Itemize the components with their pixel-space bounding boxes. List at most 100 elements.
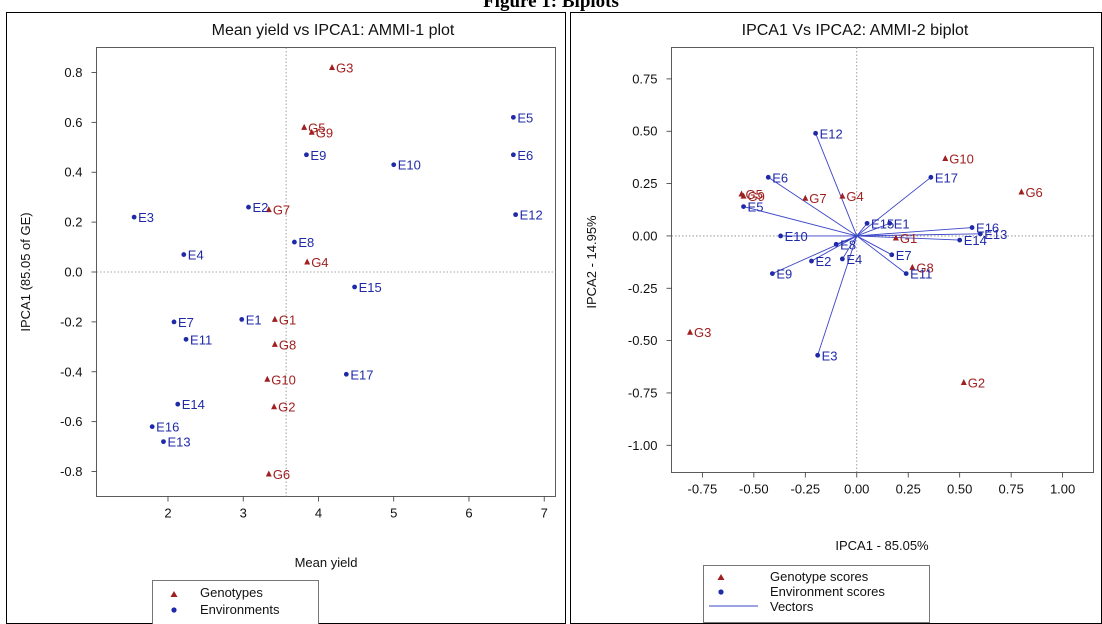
ammi2-legend-genotype-marker bbox=[717, 574, 725, 580]
ammi1-point-e7 bbox=[171, 319, 177, 325]
ammi1-point-e17 bbox=[343, 371, 349, 377]
ammi2-x-tick-label: 1.00 bbox=[1050, 482, 1075, 497]
ammi2-label-g6: G6 bbox=[1025, 185, 1042, 200]
ammi1-y-axis-label: IPCA1 (85.05 of GE) bbox=[18, 212, 33, 331]
ammi2-label-e16: E16 bbox=[976, 221, 999, 236]
ammi2-legend-box bbox=[703, 565, 930, 623]
ammi2-x-tick-label: 0.25 bbox=[896, 482, 921, 497]
ammi2-legend-genotype-scores: Genotype scores bbox=[770, 569, 869, 584]
ammi1-point-e4 bbox=[181, 252, 187, 257]
ammi2-x-tick-label: 0.50 bbox=[947, 482, 972, 497]
ammi2-point-e11 bbox=[903, 271, 909, 277]
ammi1-point-g5 bbox=[301, 123, 308, 130]
ammi1-label-g10: G10 bbox=[271, 372, 296, 387]
ammi1-label-e11: E11 bbox=[190, 332, 212, 347]
ammi2-vector-e4 bbox=[841, 235, 858, 260]
ammi1-y-tick-label: 0.6 bbox=[64, 115, 82, 130]
ammi2-y-tick-label: -0.75 bbox=[628, 385, 658, 400]
ammi1-label-g6: G6 bbox=[273, 467, 290, 482]
ammi2-vector-e11 bbox=[856, 235, 907, 274]
ammi2-point-e2 bbox=[809, 258, 814, 264]
ammi1-title: Mean yield vs IPCA1: AMMI-1 plot bbox=[212, 22, 455, 39]
ammi2-label-e14: E14 bbox=[964, 233, 987, 248]
ammi1-point-e9 bbox=[304, 152, 309, 158]
ammi2-point-g4 bbox=[839, 192, 846, 199]
ammi2-label-e15: E15 bbox=[871, 216, 894, 231]
ammi1-label-e14: E14 bbox=[182, 397, 205, 412]
ammi2-point-g9 bbox=[740, 192, 747, 199]
ammi2-label-e7: E7 bbox=[896, 248, 912, 263]
figure-title: Figure 1: Biplots bbox=[483, 0, 619, 12]
ammi1-point-e8 bbox=[291, 239, 297, 245]
ammi2-y-tick-label: 0.50 bbox=[632, 124, 657, 139]
ammi2-point-e16 bbox=[969, 225, 975, 230]
ammi2-vector-e7 bbox=[856, 235, 892, 256]
ammi2-point-g3 bbox=[687, 328, 694, 335]
ammi1-label-e17: E17 bbox=[350, 367, 373, 382]
ammi1-label-e1: E1 bbox=[246, 312, 262, 327]
ammi2-point-e10 bbox=[778, 233, 784, 239]
ammi2-vector-e9 bbox=[772, 235, 857, 275]
ammi2-x-tick-label: -0.50 bbox=[739, 482, 769, 497]
ammi2-y-tick-label: 0.25 bbox=[632, 176, 657, 191]
ammi2-vector-e3 bbox=[817, 235, 858, 356]
ammi1-x-tick-label: 3 bbox=[240, 506, 247, 521]
ammi2-point-e1 bbox=[887, 220, 893, 226]
ammi1-y-tick-label: 0.0 bbox=[64, 265, 82, 280]
ammi1-y-tick-label: 0.8 bbox=[64, 65, 82, 80]
ammi1-y-tick-label: -0.6 bbox=[60, 414, 82, 429]
ammi1-y-tick-label: 0.4 bbox=[64, 165, 82, 180]
ammi2-point-e4 bbox=[839, 256, 845, 262]
ammi1-point-g9 bbox=[308, 128, 315, 135]
ammi1-label-e7: E7 bbox=[178, 315, 194, 330]
ammi2-vector-e1 bbox=[856, 222, 890, 237]
ammi1-x-tick-label: 5 bbox=[390, 506, 397, 521]
ammi1-point-e12 bbox=[513, 212, 519, 218]
ammi1-label-e4: E4 bbox=[188, 248, 204, 263]
ammi1-point-g1 bbox=[271, 315, 278, 322]
ammi2-label-e10: E10 bbox=[785, 229, 808, 244]
ammi2-label-g3: G3 bbox=[694, 325, 711, 340]
ammi2-label-e17: E17 bbox=[935, 170, 958, 185]
ammi2-label-g9: G9 bbox=[748, 189, 765, 204]
ammi1-legend: Genotypes Environments bbox=[152, 580, 319, 624]
ammi2-vector-e6 bbox=[768, 176, 858, 237]
ammi2-label-e12: E12 bbox=[820, 126, 843, 141]
ammi2-label-e8: E8 bbox=[840, 237, 856, 252]
ammi2-label-g8: G8 bbox=[916, 260, 933, 275]
ammi1-x-tick-label: 6 bbox=[465, 506, 472, 521]
ammi1-label-g1: G1 bbox=[279, 312, 296, 327]
ammi2-vector-e12 bbox=[815, 133, 858, 237]
ammi1-point-e10 bbox=[391, 162, 397, 168]
ammi2-axes: -0.75 -0.50 -0.25 0.00 0.25 0.50 0.75 1.00 -1.00… bbox=[628, 47, 1094, 497]
ammi1-point-e13 bbox=[161, 439, 166, 445]
ammi2-label-g5: G5 bbox=[745, 187, 762, 202]
ammi2-title: IPCA1 Vs IPCA2: AMMI-2 biplot bbox=[742, 22, 969, 39]
ammi2-label-e5: E5 bbox=[748, 200, 764, 215]
ammi2-point-g10 bbox=[942, 154, 949, 161]
ammi2-point-e13 bbox=[977, 231, 983, 237]
ammi2-point-e14 bbox=[957, 237, 963, 243]
ammi1-label-g8: G8 bbox=[279, 337, 296, 352]
ammi2-x-tick-label: -0.75 bbox=[688, 482, 718, 497]
ammi2-y-tick-label: 0.00 bbox=[632, 228, 657, 243]
ammi1-point-g2 bbox=[271, 403, 278, 410]
ammi1-point-e16 bbox=[149, 424, 155, 430]
panel-ammi2-frame bbox=[570, 12, 1102, 624]
ammi1-axes: 2 3 4 5 6 7 -0.8 -0.6 -0.4 -0.2 0.0 0.2 0.4 0.6 0.8 bbox=[60, 47, 556, 521]
ammi2-point-g8 bbox=[909, 263, 916, 270]
ammi2-vectors bbox=[743, 133, 981, 356]
ammi2-label-e13: E13 bbox=[984, 227, 1007, 242]
ammi1-legend-environments: Environments bbox=[200, 602, 280, 617]
ammi1-y-tick-label: -0.8 bbox=[60, 464, 82, 479]
ammi2-point-e3 bbox=[815, 352, 821, 358]
ammi2-legend-vectors: Vectors bbox=[770, 599, 814, 614]
ammi2-label-e2: E2 bbox=[815, 254, 831, 269]
ammi2-y-tick-label: 0.75 bbox=[632, 71, 657, 86]
ammi2-label-e4: E4 bbox=[846, 252, 862, 267]
ammi1-point-e5 bbox=[510, 114, 516, 120]
ammi1-x-tick-label: 2 bbox=[164, 506, 171, 521]
ammi1-label-e15: E15 bbox=[359, 280, 382, 295]
ammi2-label-g4: G4 bbox=[846, 189, 863, 204]
ammi2-point-g6 bbox=[1018, 188, 1025, 195]
